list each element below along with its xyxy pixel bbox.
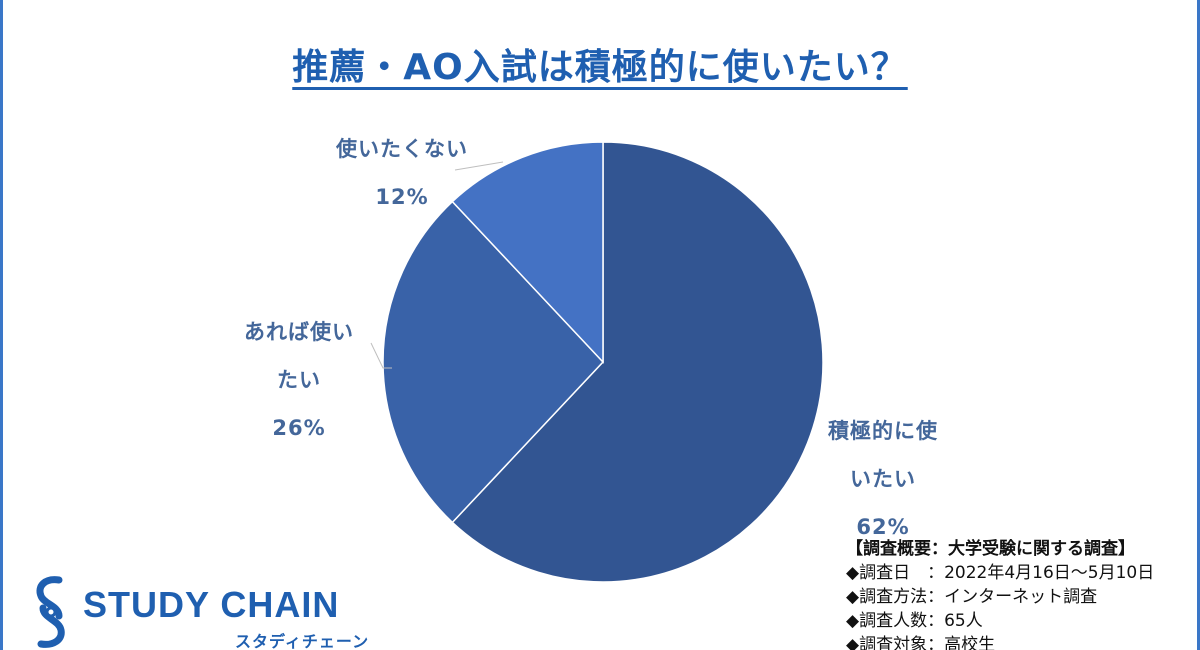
slice-value-label-2: 12% (375, 185, 428, 209)
pie-slice-0 (451, 141, 824, 583)
chart-title-text: 推薦・AO入試は積極的に使いたい？ (292, 47, 908, 88)
slice-value-label-1: 26% (272, 416, 325, 440)
slice-label-2: 使いたくない 12% (335, 137, 468, 209)
pie-slice-1 (382, 200, 605, 524)
chain-logo-icon (36, 576, 65, 648)
slice-category-label-0-0: 積極的に使 (828, 419, 938, 443)
slice-label-0: 積極的に使いたい 62% (828, 419, 938, 539)
survey-line-date: ◆調査日 ：2022年4月16日〜5月10日 (846, 563, 1155, 583)
slice-category-label-2-0: 使いたくない (335, 137, 468, 161)
pie-slice-2 (451, 141, 604, 364)
slice-category-label-1-0: あれば使い (244, 320, 354, 344)
survey-summary: 【調査概要：大学受験に関する調査】 ◆調査日 ：2022年4月16日〜5月10日… (846, 537, 1197, 650)
logo-subtitle: スタディチェーン (235, 632, 370, 650)
chart-title: 推薦・AO入試は積極的に使いたい？ (3, 38, 1197, 90)
survey-title: 【調査概要：大学受験に関する調査】 (846, 539, 1135, 559)
slice-value-label-0: 62% (856, 515, 909, 539)
leader-line-2 (454, 161, 504, 171)
survey-line-method: ◆調査方法：インターネット調査 (846, 587, 1098, 607)
study-chain-logo: STUDY CHAIN スタディチェーン (31, 572, 391, 650)
logo-name: STUDY CHAIN (83, 584, 340, 625)
slice-category-label-0-1: いたい (850, 467, 916, 491)
leader-line-1 (370, 342, 392, 369)
survey-line-target: ◆調査対象：高校生 (846, 635, 996, 650)
slice-category-label-1-1: たい (277, 368, 321, 392)
survey-line-count: ◆調査人数：65人 (846, 611, 983, 631)
